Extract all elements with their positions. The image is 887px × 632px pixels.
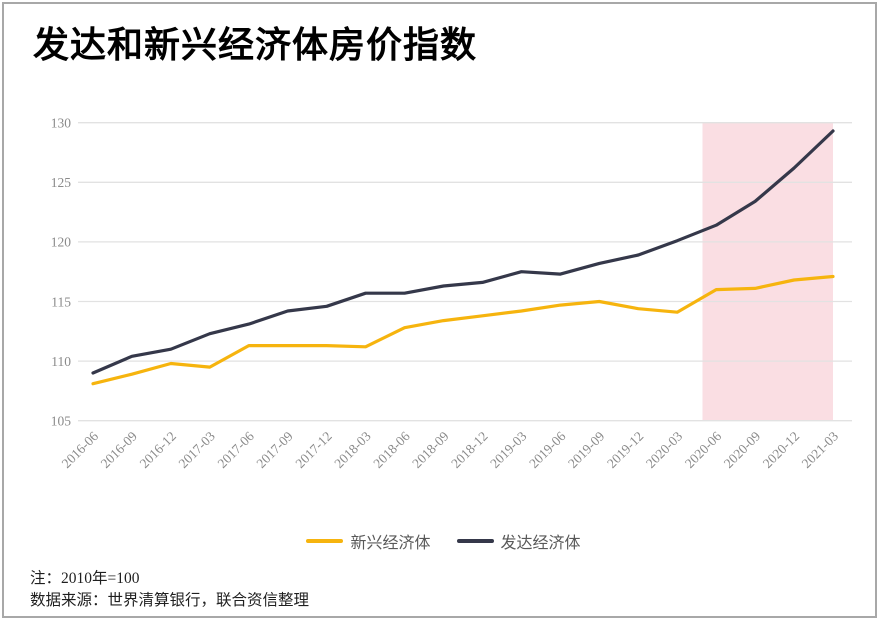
- x-tick-label: 2018-03: [331, 428, 374, 471]
- highlight-band: [702, 122, 833, 421]
- y-tick-label: 125: [51, 175, 72, 190]
- x-tick-label: 2018-06: [370, 428, 413, 471]
- legend-label: 新兴经济体: [350, 535, 431, 552]
- x-tick-label: 2019-09: [565, 428, 608, 471]
- x-tick-label: 2017-06: [214, 428, 257, 471]
- legend-item: 发达经济体: [456, 529, 581, 553]
- x-tick-label: 2020-09: [721, 428, 764, 471]
- x-tick-label: 2016-06: [59, 428, 102, 471]
- chart-legend: 新兴经济体 发达经济体: [0, 529, 887, 553]
- y-tick-label: 120: [51, 235, 72, 250]
- x-tick-label: 2019-03: [487, 428, 530, 471]
- x-tick-label: 2017-09: [253, 428, 296, 471]
- x-tick-label: 2016-12: [137, 429, 179, 471]
- y-tick-label: 110: [51, 354, 71, 369]
- x-tick-label: 2020-12: [760, 429, 802, 471]
- x-tick-label: 2017-03: [175, 428, 218, 471]
- chart-title: 发达和新兴经济体房价指数: [33, 24, 478, 65]
- legend-label: 发达经济体: [500, 535, 581, 552]
- x-tick-label: 2019-12: [604, 429, 646, 471]
- legend-item: 新兴经济体: [306, 529, 431, 553]
- note-data-source: 数据来源：世界清算银行，联合资信整理: [30, 591, 310, 609]
- y-tick-label: 130: [51, 116, 72, 131]
- x-tick-label: 2020-06: [682, 428, 725, 471]
- chart-notes: 注：2010年=100 数据来源：世界清算银行，联合资信整理: [30, 568, 309, 611]
- series-line: [91, 129, 835, 375]
- y-tick-label: 115: [51, 294, 71, 309]
- x-tick-label: 2018-09: [409, 428, 452, 471]
- y-tick-label: 105: [51, 414, 72, 429]
- legend-line-swatch: [306, 539, 344, 543]
- x-tick-label: 2021-03: [799, 428, 842, 471]
- legend-line-swatch: [456, 539, 494, 543]
- x-tick-label: 2017-12: [292, 429, 334, 471]
- x-tick-label: 2020-03: [643, 428, 686, 471]
- series-line: [91, 274, 835, 386]
- note-index-base: 注：2010年=100: [30, 570, 140, 587]
- x-tick-label: 2018-12: [448, 429, 490, 471]
- x-tick-label: 2019-06: [526, 428, 569, 471]
- x-tick-label: 2016-09: [98, 428, 141, 471]
